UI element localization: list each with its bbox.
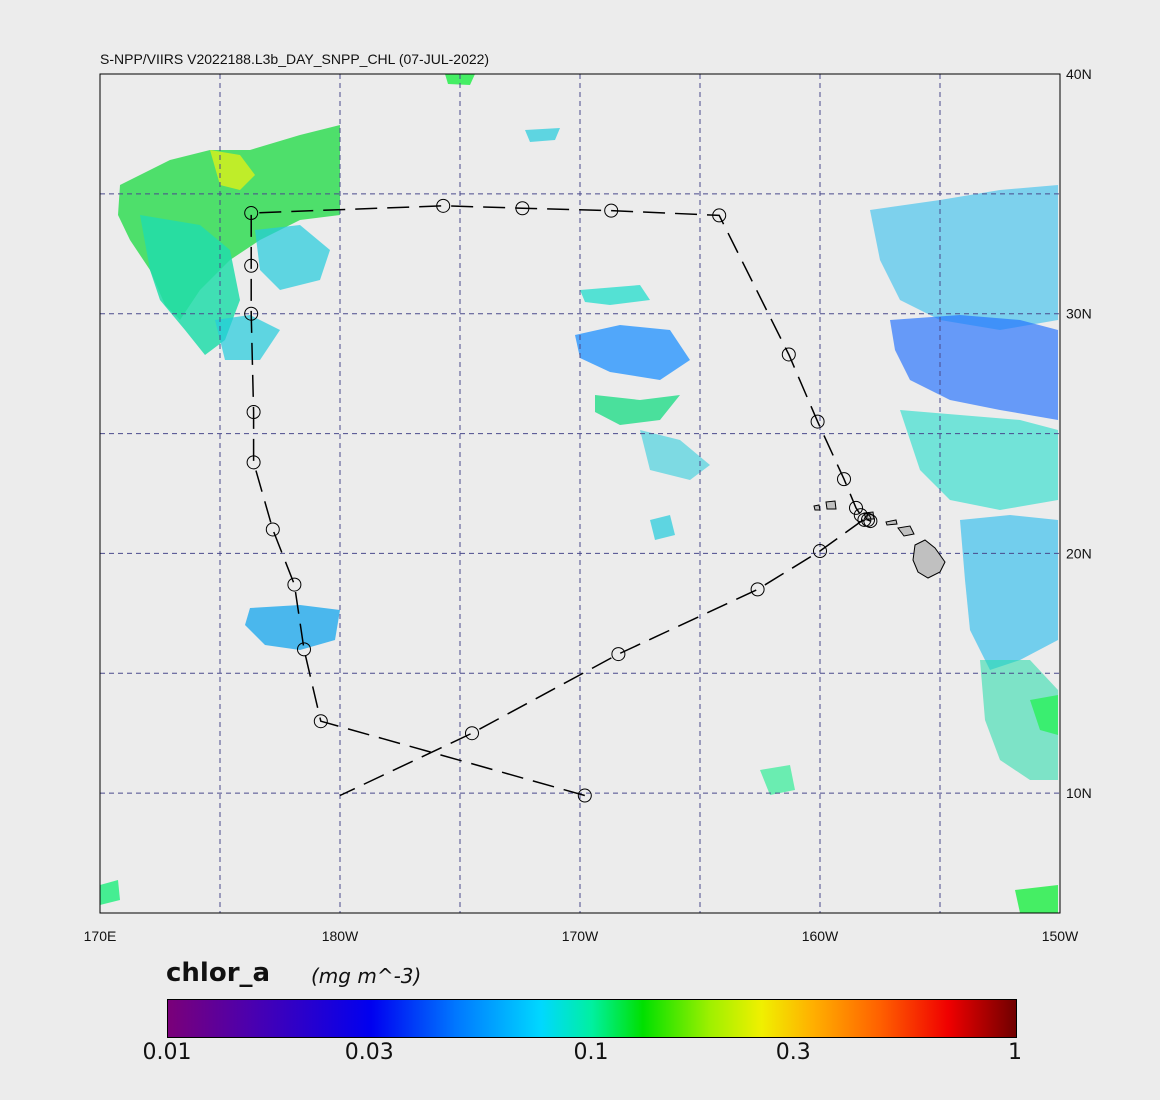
chlorophyll-data-layer bbox=[100, 74, 1058, 913]
axis-tick-labels: 170E 180W 170W 160W 150W 40N 30N 20N 10N bbox=[84, 66, 1092, 944]
station-marker[interactable] bbox=[861, 512, 875, 527]
station-marker[interactable] bbox=[712, 208, 727, 223]
longitude-tick-label: 160W bbox=[802, 928, 839, 944]
station-marker[interactable] bbox=[244, 258, 259, 273]
graticule bbox=[100, 74, 1060, 913]
station-marker[interactable] bbox=[750, 582, 765, 597]
chl-patch bbox=[890, 315, 1058, 420]
chl-patch bbox=[525, 128, 560, 142]
longitude-tick-label: 150W bbox=[1042, 928, 1079, 944]
latitude-tick-label: 10N bbox=[1066, 785, 1092, 801]
colorbar-tick-label: 1 bbox=[1008, 1040, 1022, 1065]
colorbar-tick-label: 0.01 bbox=[142, 1040, 192, 1065]
hawaiian-islands bbox=[813, 500, 946, 579]
chl-patch bbox=[575, 325, 690, 380]
latitude-tick-label: 40N bbox=[1066, 66, 1092, 82]
map-frame bbox=[99, 73, 1061, 914]
station-marker[interactable] bbox=[849, 500, 863, 515]
station-marker[interactable] bbox=[313, 714, 328, 729]
longitude-tick-label: 180W bbox=[322, 928, 359, 944]
colorbar-variable: chlor_a bbox=[166, 958, 271, 988]
station-marker[interactable] bbox=[244, 306, 259, 321]
track-line bbox=[339, 519, 864, 797]
chl-patch bbox=[650, 515, 675, 540]
colorbar-tick-label: 0.3 bbox=[775, 1040, 811, 1065]
station-marker[interactable] bbox=[246, 404, 261, 419]
colorbar-tick-label: 0.1 bbox=[573, 1040, 609, 1065]
track-line bbox=[250, 205, 871, 797]
island-kauai bbox=[825, 500, 837, 510]
island-molokai bbox=[885, 519, 898, 526]
colorbar-units: (mg m^-3) bbox=[311, 964, 422, 988]
island-hawaii bbox=[912, 539, 946, 579]
chl-patch bbox=[255, 225, 330, 290]
cruise-track bbox=[244, 198, 878, 803]
station-marker[interactable] bbox=[436, 198, 451, 213]
chl-patch bbox=[215, 315, 280, 360]
chl-patch bbox=[445, 74, 475, 85]
station-marker[interactable] bbox=[577, 788, 592, 803]
chl-patch bbox=[1015, 885, 1058, 913]
station-marker[interactable] bbox=[515, 201, 530, 216]
map-title: S-NPP/VIIRS V2022188.L3b_DAY_SNPP_CHL (0… bbox=[100, 51, 490, 67]
island-niihau bbox=[813, 504, 821, 511]
chl-patch bbox=[640, 430, 710, 480]
island-maui bbox=[897, 525, 915, 537]
chl-patch bbox=[1030, 695, 1058, 735]
latitude-tick-label: 20N bbox=[1066, 545, 1092, 561]
station-marker[interactable] bbox=[837, 472, 851, 487]
chl-patch bbox=[760, 765, 795, 795]
station-marker[interactable] bbox=[813, 544, 827, 559]
station-marker[interactable] bbox=[465, 726, 479, 741]
latitude-tick-label: 30N bbox=[1066, 306, 1092, 322]
chl-patch bbox=[100, 880, 120, 905]
station-marker[interactable] bbox=[244, 206, 259, 221]
station-marker[interactable] bbox=[287, 577, 302, 592]
station-marker[interactable] bbox=[611, 647, 626, 662]
station-marker[interactable] bbox=[246, 455, 261, 470]
station-marker[interactable] bbox=[297, 642, 311, 657]
station-marker[interactable] bbox=[863, 514, 878, 529]
station-marker[interactable] bbox=[781, 347, 796, 362]
station-marker[interactable] bbox=[265, 522, 280, 537]
chl-patch bbox=[870, 185, 1058, 330]
station-marker[interactable] bbox=[604, 203, 619, 218]
chl-patch bbox=[245, 605, 340, 650]
longitude-tick-label: 170E bbox=[84, 928, 117, 944]
station-marker[interactable] bbox=[857, 512, 872, 527]
chl-patch bbox=[980, 660, 1058, 780]
chl-patch bbox=[580, 285, 650, 305]
colorbar-tick-label: 0.03 bbox=[344, 1040, 394, 1065]
station-marker[interactable] bbox=[810, 414, 825, 429]
chl-patch bbox=[210, 150, 255, 190]
chl-patch bbox=[595, 395, 680, 425]
colorbar bbox=[167, 999, 1017, 1038]
longitude-tick-label: 170W bbox=[562, 928, 599, 944]
